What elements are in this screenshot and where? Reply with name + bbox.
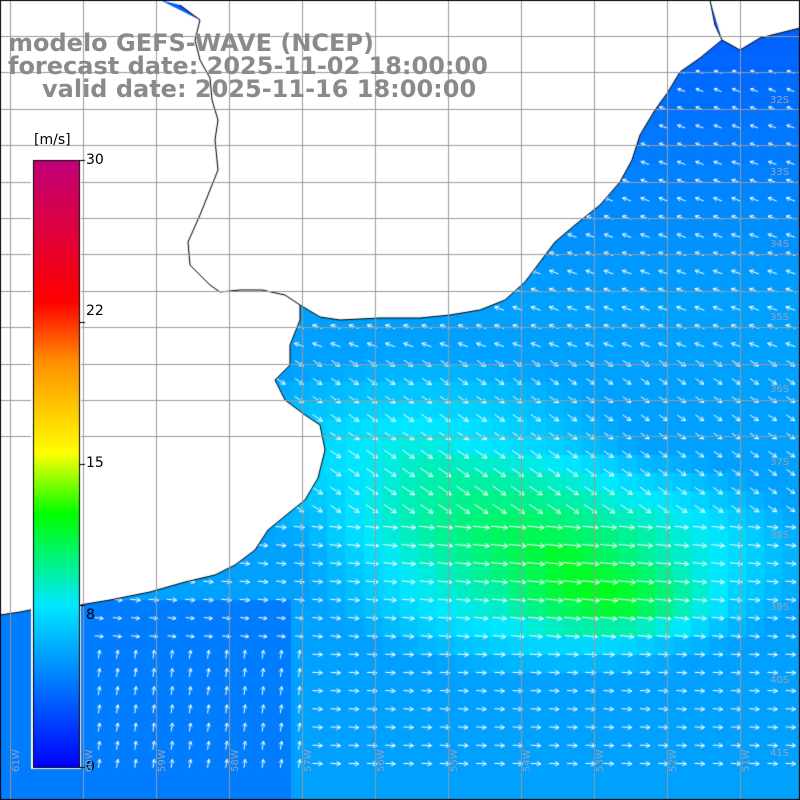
forecast-date: forecast date: 2025-11-02 18:00:00 <box>8 52 488 80</box>
lon-label-56w: 56W <box>376 749 387 772</box>
lat-label-32s: 32S <box>770 95 790 106</box>
lon-label-61w: 61W <box>11 749 22 772</box>
lon-label-52w: 52W <box>668 749 679 772</box>
colorbar-tick-0: 0 <box>86 759 95 775</box>
valid-date: valid date: 2025-11-16 18:00:00 <box>42 75 477 103</box>
lon-label-55w: 55W <box>449 749 460 772</box>
lat-label-39s: 39S <box>770 602 790 613</box>
lat-label-38s: 38S <box>770 530 790 541</box>
lon-label-53w: 53W <box>595 749 606 772</box>
lon-label-54w: 54W <box>522 749 533 772</box>
colorbar-tick-15: 15 <box>86 455 104 471</box>
lon-label-59w: 59W <box>157 749 168 772</box>
colorbar-tick-8: 8 <box>86 607 95 623</box>
lon-label-60w: 60W <box>84 749 95 772</box>
colorbar-tick-30: 30 <box>86 152 104 168</box>
lat-label-41s: 41S <box>770 748 790 759</box>
lon-label-57w: 57W <box>303 749 314 772</box>
colorbar-tick-22: 22 <box>86 303 104 319</box>
lon-label-51w: 51W <box>741 749 752 772</box>
lat-label-33s: 33S <box>770 167 790 178</box>
lat-label-35s: 35S <box>770 312 790 323</box>
lat-label-37s: 37S <box>770 457 790 468</box>
lon-label-58w: 58W <box>230 749 241 772</box>
lat-label-34s: 34S <box>770 239 790 250</box>
lat-label-36s: 36S <box>770 384 790 395</box>
model-title: modelo GEFS-WAVE (NCEP) <box>8 29 374 57</box>
lat-label-40s: 40S <box>770 675 790 686</box>
colorbar-unit: [m/s] <box>34 132 71 148</box>
